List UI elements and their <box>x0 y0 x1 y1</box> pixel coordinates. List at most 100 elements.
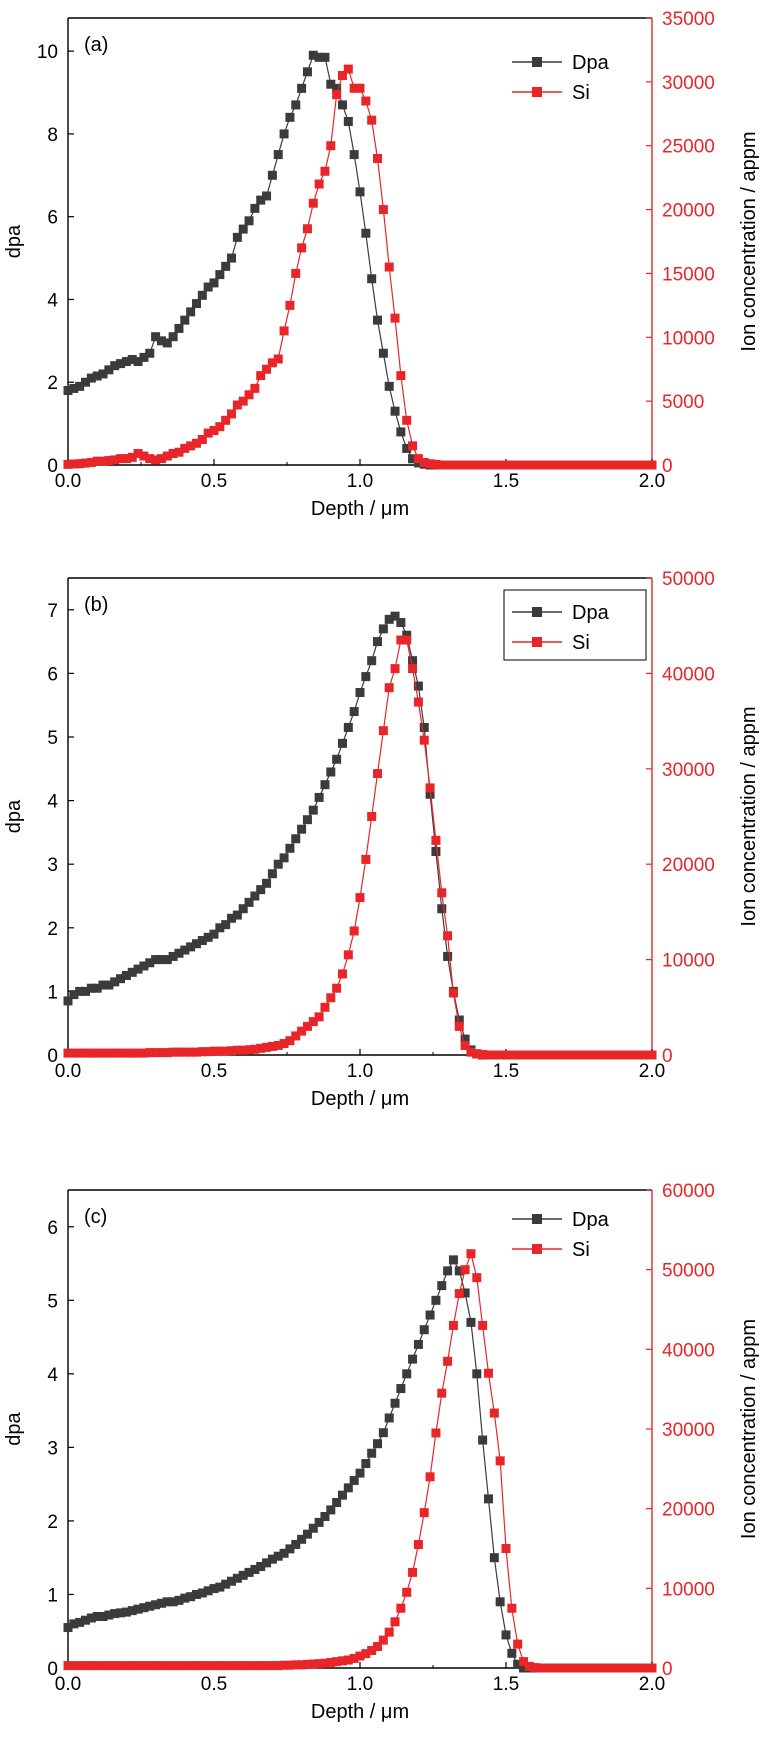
data-point-si <box>408 441 418 451</box>
data-point-si <box>92 456 102 466</box>
data-point-dpa <box>454 1015 464 1025</box>
y-tick-label: 0 <box>47 456 58 477</box>
data-point-si <box>577 1663 587 1673</box>
data-point-si <box>326 1657 336 1667</box>
data-point-dpa <box>81 986 91 996</box>
data-point-si <box>197 1047 207 1057</box>
data-point-dpa <box>408 656 418 666</box>
data-point-si <box>454 1021 464 1031</box>
y-axis-title: dpa <box>3 224 25 258</box>
data-point-si <box>168 1047 178 1057</box>
data-point-dpa <box>145 348 155 358</box>
data-point-dpa <box>121 971 131 980</box>
data-point-dpa <box>320 1512 330 1522</box>
x-tick-label: 1.0 <box>347 1674 373 1695</box>
data-point-dpa <box>116 1608 126 1618</box>
data-point-si <box>63 1048 73 1058</box>
data-point-dpa <box>151 332 161 342</box>
legend-label-si: Si <box>572 632 590 654</box>
data-point-si <box>384 262 394 272</box>
data-point-si <box>116 1048 126 1058</box>
data-point-dpa <box>425 789 435 799</box>
data-point-dpa <box>197 936 207 946</box>
y-tick-label: 5 <box>47 1291 58 1312</box>
data-point-si <box>647 1050 657 1060</box>
data-point-dpa <box>197 290 207 300</box>
y2-tick-label: 35000 <box>662 9 715 30</box>
data-point-si <box>69 1048 79 1058</box>
data-point-si <box>589 1663 599 1673</box>
data-point-dpa <box>419 1325 429 1335</box>
data-point-si <box>425 459 435 469</box>
data-point-si <box>361 96 371 106</box>
data-point-dpa <box>92 1612 102 1622</box>
data-point-si <box>367 115 377 125</box>
data-point-si <box>250 383 260 393</box>
data-point-si <box>145 1048 155 1058</box>
data-point-si <box>501 1050 511 1060</box>
y-tick-label: 1 <box>47 982 58 1003</box>
data-point-si <box>571 460 581 470</box>
data-point-si <box>384 683 394 693</box>
data-point-si <box>63 1661 73 1671</box>
data-point-si <box>402 1587 412 1597</box>
data-point-si <box>139 1048 149 1058</box>
data-point-dpa <box>390 406 400 416</box>
data-point-si <box>197 1661 207 1671</box>
data-point-dpa <box>186 942 196 952</box>
data-point-dpa <box>232 232 242 242</box>
data-point-dpa <box>209 1584 219 1594</box>
data-point-dpa <box>180 945 190 955</box>
data-point-si <box>478 1050 488 1060</box>
legend-marker-dpa <box>532 1214 542 1224</box>
y-tick-label: 0 <box>47 1046 58 1067</box>
legend: Dpa Si <box>512 1209 610 1261</box>
data-point-dpa <box>384 614 394 624</box>
data-point-si <box>472 460 482 470</box>
data-point-si <box>577 1050 587 1060</box>
data-point-dpa <box>367 274 377 284</box>
data-point-si <box>483 1368 493 1378</box>
data-point-dpa <box>168 1597 178 1607</box>
data-point-dpa <box>250 891 260 901</box>
data-point-si <box>121 454 131 464</box>
data-point-si <box>589 1050 599 1060</box>
data-point-si <box>443 460 453 470</box>
data-point-si <box>448 988 458 998</box>
data-point-si <box>647 1663 657 1673</box>
data-point-si <box>326 993 336 1003</box>
data-point-si <box>554 1050 564 1060</box>
y2-tick-label: 30000 <box>662 73 715 94</box>
data-point-si <box>513 460 523 470</box>
y-tick-label: 1 <box>47 1585 58 1606</box>
data-point-si <box>314 1012 324 1022</box>
data-point-dpa <box>361 228 371 238</box>
data-point-si <box>203 428 213 438</box>
data-point-dpa <box>332 1498 342 1508</box>
legend: Dpa Si <box>512 52 610 104</box>
data-point-dpa <box>162 955 172 965</box>
data-point-dpa <box>86 983 96 993</box>
data-point-si <box>139 451 149 461</box>
data-point-si <box>110 1048 120 1058</box>
data-point-dpa <box>390 1398 400 1408</box>
data-point-dpa <box>127 1606 137 1616</box>
data-point-si <box>594 460 604 470</box>
data-point-si <box>308 198 318 208</box>
data-point-si <box>583 1663 593 1673</box>
data-point-si <box>466 1047 476 1057</box>
data-point-dpa <box>162 338 172 348</box>
data-point-dpa <box>320 52 330 62</box>
x-tick-label: 1.0 <box>347 471 373 492</box>
data-point-dpa <box>513 1659 523 1669</box>
y-tick-label: 10 <box>37 42 58 63</box>
data-point-si <box>460 460 470 470</box>
data-point-si <box>186 1661 196 1671</box>
data-point-si <box>448 460 458 470</box>
y2-tick-label: 30000 <box>662 1420 715 1441</box>
data-point-si <box>133 449 143 459</box>
data-point-si <box>151 1661 161 1671</box>
data-point-si <box>174 1047 184 1057</box>
data-point-dpa <box>110 1609 120 1619</box>
data-point-dpa <box>337 100 347 110</box>
